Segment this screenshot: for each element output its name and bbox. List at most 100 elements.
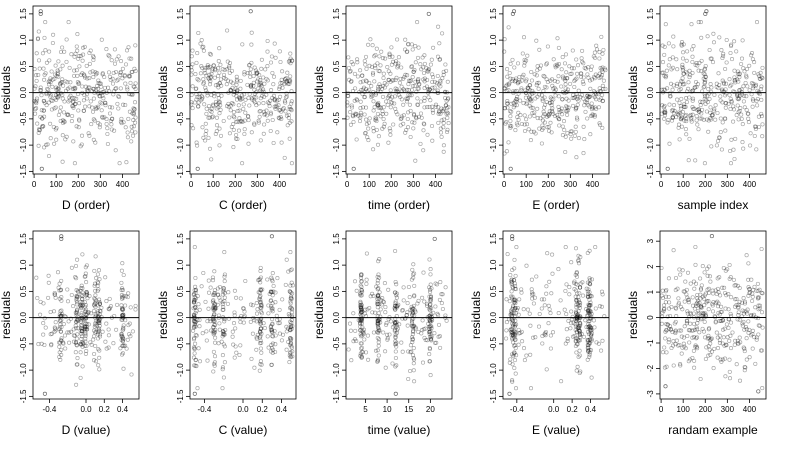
data-point (661, 350, 666, 355)
data-point (508, 125, 513, 130)
data-point (116, 94, 121, 99)
data-point (718, 94, 723, 99)
data-point (576, 136, 581, 141)
data-point (262, 94, 267, 99)
data-point (536, 324, 542, 329)
data-point (671, 363, 676, 368)
data-point (419, 115, 424, 120)
data-point (280, 85, 285, 90)
data-point (262, 81, 267, 86)
data-point (258, 78, 263, 83)
data-point (75, 294, 80, 299)
data-point (720, 87, 725, 92)
x-tick-label: 15 (404, 405, 413, 414)
data-point (103, 339, 108, 344)
data-point (256, 86, 261, 91)
data-point (271, 82, 276, 87)
data-point (571, 92, 576, 97)
data-point (512, 79, 517, 84)
data-point (216, 96, 221, 101)
data-point (720, 120, 725, 125)
data-point (721, 51, 726, 56)
data-point (696, 20, 701, 25)
data-point (728, 148, 733, 154)
data-point (71, 304, 76, 309)
data-point (549, 103, 554, 108)
data-point (582, 103, 587, 108)
data-point (714, 143, 719, 148)
data-point (52, 292, 57, 297)
data-point (126, 45, 131, 50)
data-point (534, 274, 539, 279)
data-point (49, 331, 54, 336)
data-point (88, 48, 93, 53)
data-point (69, 52, 74, 57)
data-point (674, 83, 679, 89)
data-point (438, 280, 443, 285)
data-point (79, 324, 84, 329)
data-point (544, 62, 549, 67)
data-point (729, 137, 734, 142)
data-point (732, 39, 737, 44)
data-point (569, 129, 574, 134)
data-point (86, 322, 91, 327)
data-point (70, 99, 75, 104)
data-point (112, 47, 117, 52)
data-point (272, 97, 277, 102)
data-point (401, 113, 406, 118)
data-point (84, 290, 89, 295)
data-point (700, 326, 705, 331)
data-point (211, 102, 216, 107)
data-point (706, 307, 711, 312)
data-point (695, 63, 700, 68)
data-point (199, 64, 204, 69)
data-point (62, 333, 68, 338)
data-point (97, 122, 102, 127)
data-point (284, 79, 289, 84)
data-point (271, 74, 277, 79)
data-point (679, 351, 684, 356)
data-point (199, 97, 204, 102)
data-point (588, 86, 593, 91)
panel-1: 0 100 200 300 400-1.5-1.0-0.50.00.51.01.5D (… (0, 5, 140, 212)
data-point (261, 101, 266, 106)
y-tick-label: 1.0 (176, 259, 185, 271)
data-point (595, 74, 600, 79)
data-point (702, 72, 707, 77)
data-point (714, 84, 719, 90)
data-point (671, 44, 676, 49)
data-point (424, 84, 429, 89)
data-point (75, 326, 81, 331)
y-axis-label: residuals (0, 66, 13, 114)
data-point (224, 104, 230, 109)
data-point (74, 296, 79, 301)
data-point (555, 36, 560, 41)
data-point (679, 96, 684, 101)
x-axis-label: C (order) (219, 198, 267, 212)
data-point (680, 56, 686, 61)
data-point (415, 79, 420, 84)
data-point (405, 97, 410, 102)
data-point (110, 116, 115, 121)
data-point (94, 87, 99, 92)
data-point (263, 111, 268, 116)
data-point (737, 108, 742, 113)
data-point (64, 112, 70, 117)
data-point (556, 45, 561, 50)
data-point (252, 100, 257, 105)
data-point (686, 86, 691, 91)
data-point (724, 91, 729, 96)
data-point (419, 331, 424, 336)
data-point (742, 93, 747, 99)
data-point (680, 268, 685, 273)
data-point (734, 113, 739, 118)
data-point (264, 113, 269, 118)
data-point (405, 49, 410, 54)
data-point (206, 103, 212, 109)
data-point (231, 127, 236, 132)
data-point (104, 121, 109, 127)
data-point (412, 283, 417, 288)
data-point (588, 113, 594, 119)
data-point (662, 52, 667, 57)
data-point (428, 373, 433, 378)
